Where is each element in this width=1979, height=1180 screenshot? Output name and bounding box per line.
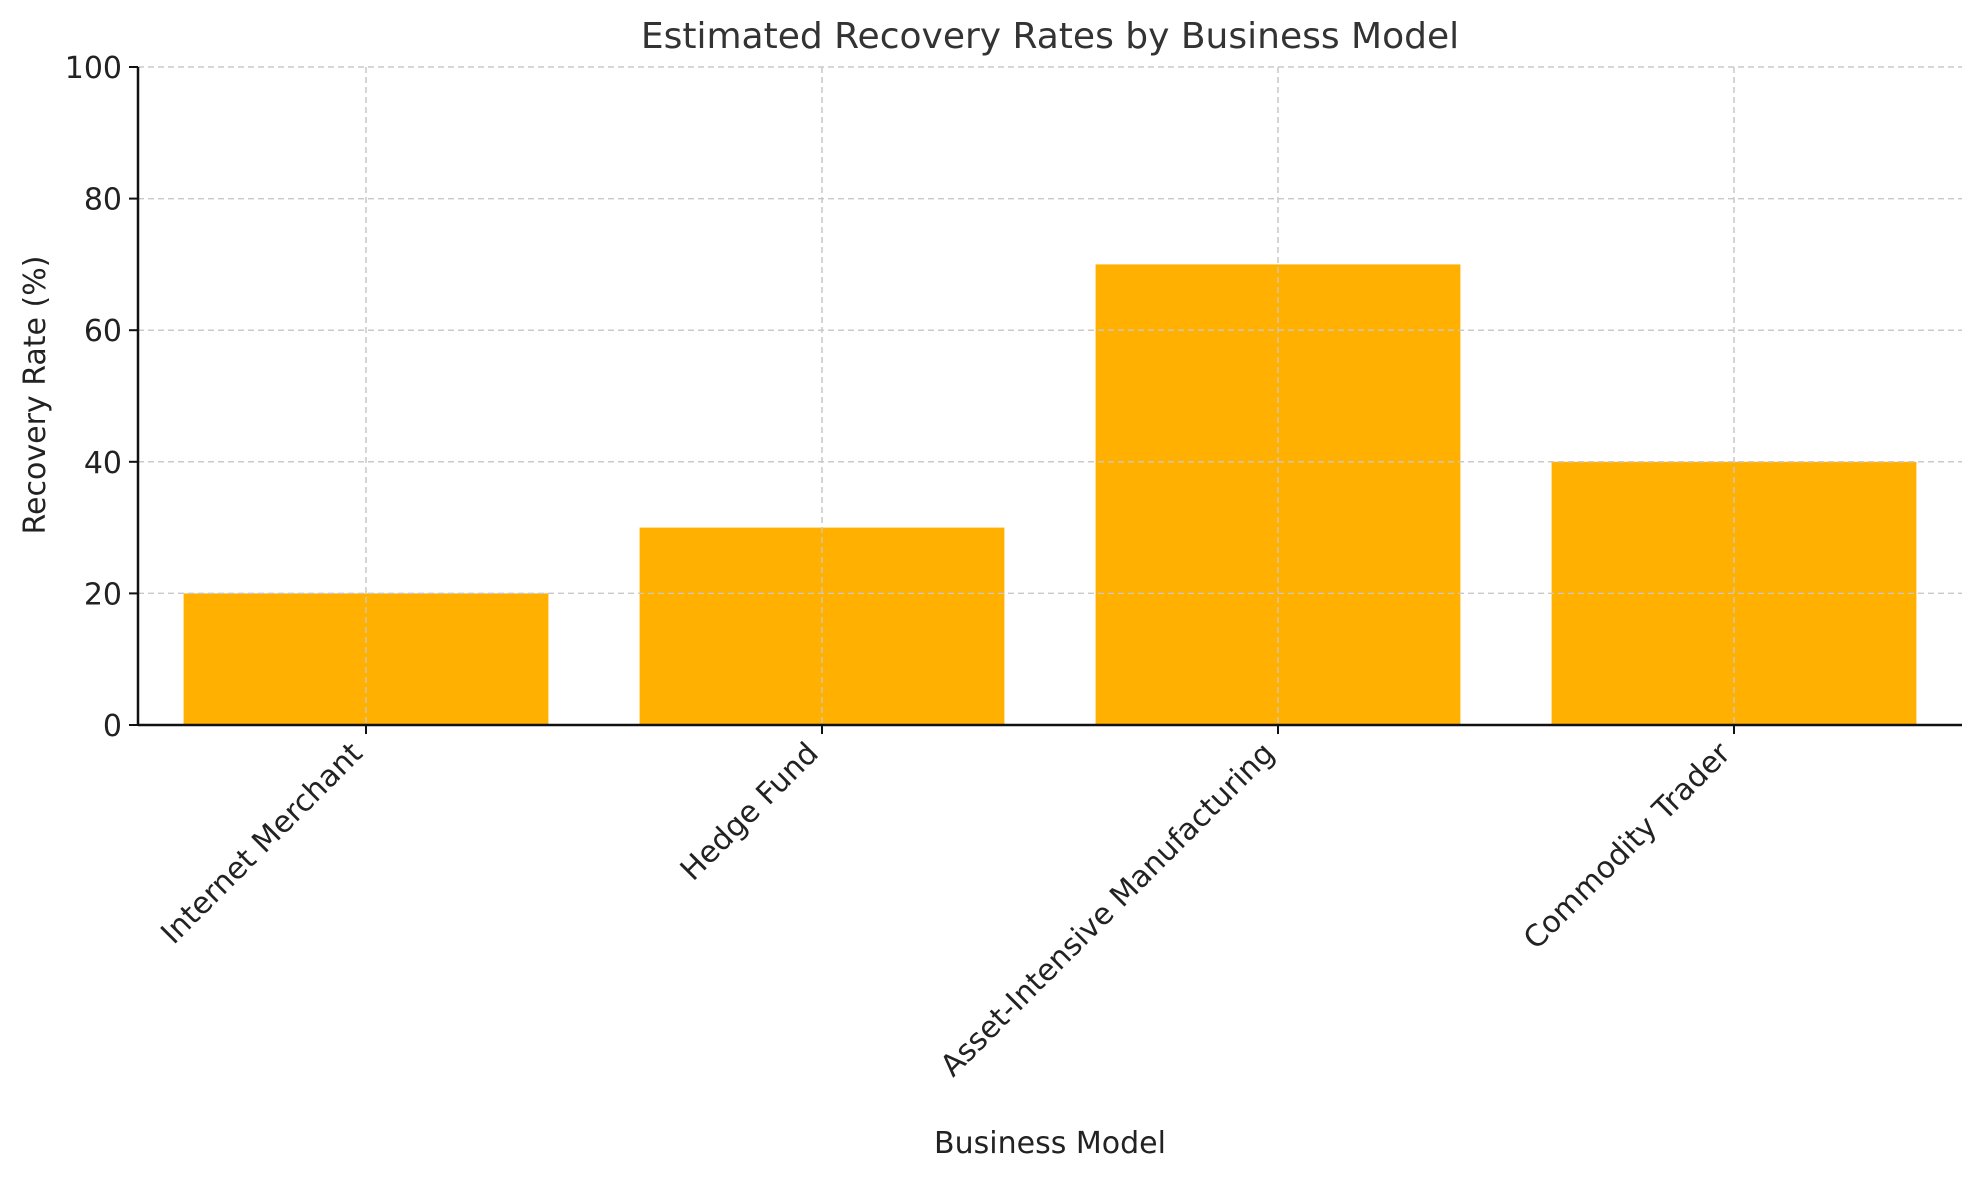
y-axis-ticks: 0 20 40 60 80 100	[65, 51, 138, 744]
y-tick-label: 100	[65, 51, 122, 86]
x-tick-label: Asset-Intensive Manufacturing	[934, 736, 1282, 1084]
y-tick-label: 20	[84, 577, 122, 612]
axes	[136, 67, 1962, 727]
x-tick-label: Internet Merchant	[154, 736, 369, 951]
y-tick-label: 0	[103, 709, 122, 744]
x-tick-label: Commodity Trader	[1517, 735, 1738, 956]
y-axis-label: Recovery Rate (%)	[18, 256, 53, 535]
grid-overlay	[138, 66, 1962, 725]
bars	[138, 66, 1962, 725]
chart-title: Estimated Recovery Rates by Business Mod…	[641, 16, 1459, 57]
x-tick-label: Hedge Fund	[674, 736, 826, 888]
bar	[1095, 264, 1461, 725]
y-tick-label: 80	[84, 183, 122, 218]
y-tick-label: 60	[84, 314, 122, 349]
x-axis-label: Business Model	[934, 1126, 1166, 1161]
y-tick-label: 40	[84, 446, 122, 481]
x-axis-ticks: Internet Merchant Hedge Fund Asset-Intensi…	[154, 725, 1738, 1084]
